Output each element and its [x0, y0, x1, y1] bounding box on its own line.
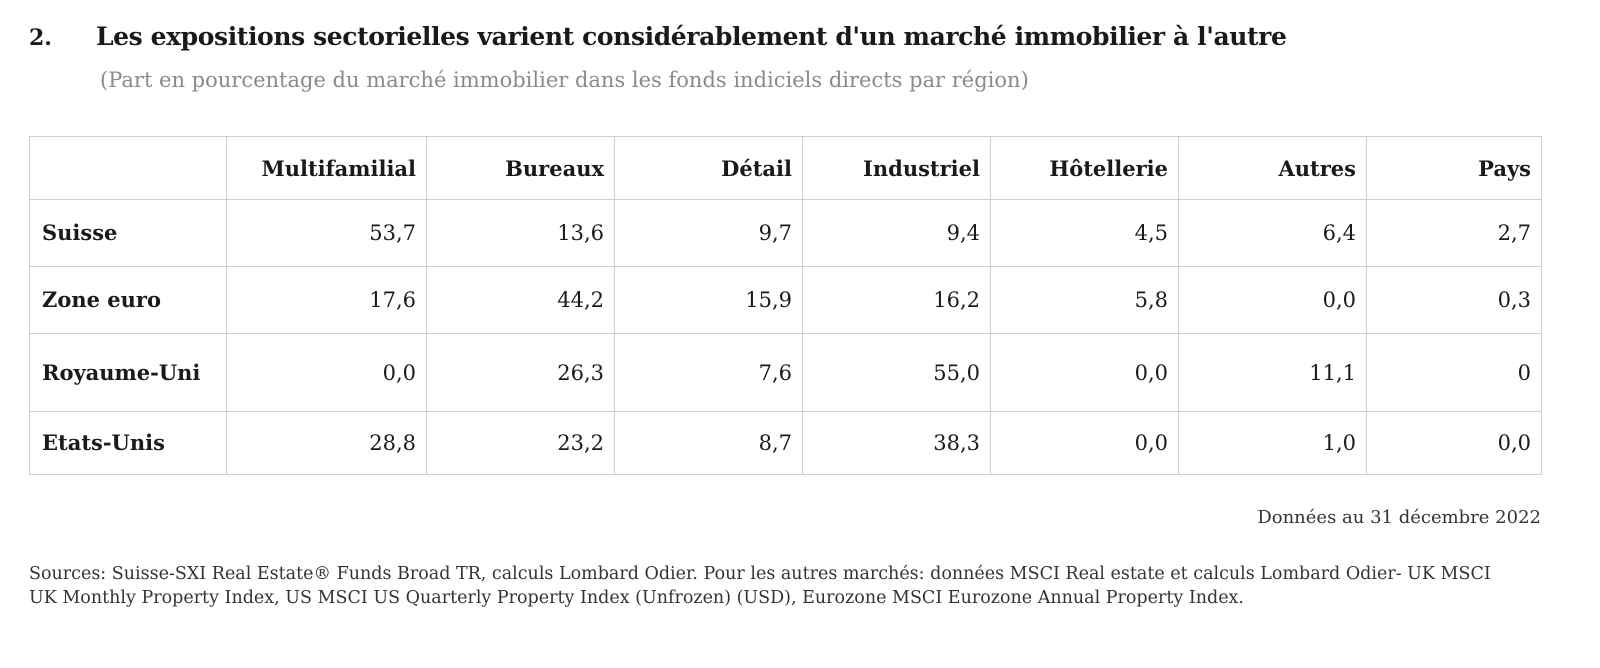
- table-cell: 0: [1366, 333, 1542, 412]
- column-header: Autres: [1178, 136, 1367, 200]
- table-cell: 8,7: [614, 411, 803, 475]
- sector-exposure-table: Multifamilial Bureaux Détail Industriel …: [29, 136, 1542, 475]
- row-label: Suisse: [29, 199, 227, 267]
- table-cell: 9,7: [614, 199, 803, 267]
- table-cell: 0,0: [1178, 266, 1367, 334]
- table-cell: 7,6: [614, 333, 803, 412]
- table-cell: 44,2: [426, 266, 615, 334]
- table-cell: 23,2: [426, 411, 615, 475]
- column-header: Bureaux: [426, 136, 615, 200]
- table-cell: 0,0: [226, 333, 427, 412]
- table-cell: 53,7: [226, 199, 427, 267]
- table-cell: 5,8: [990, 266, 1179, 334]
- column-header: Multifamilial: [226, 136, 427, 200]
- table-cell: 11,1: [1178, 333, 1367, 412]
- table-cell: 26,3: [426, 333, 615, 412]
- row-label: Etats-Unis: [29, 411, 227, 475]
- table-cell: 28,8: [226, 411, 427, 475]
- table-cell: 0,3: [1366, 266, 1542, 334]
- sources-note: Sources: Suisse-SXI Real Estate® Funds B…: [29, 564, 1491, 608]
- table-cell: 17,6: [226, 266, 427, 334]
- table-header-row: Multifamilial Bureaux Détail Industriel …: [29, 136, 1542, 200]
- figure-title: Les expositions sectorielles varient con…: [96, 22, 1287, 51]
- row-label: Zone euro: [29, 266, 227, 334]
- table-cell: 38,3: [802, 411, 991, 475]
- table-cell: 16,2: [802, 266, 991, 334]
- row-label: Royaume-Uni: [29, 333, 227, 412]
- table-cell: 0,0: [990, 333, 1179, 412]
- data-date-note: Données au 31 décembre 2022: [1257, 507, 1541, 528]
- figure-number: 2.: [29, 25, 52, 51]
- figure-subtitle: (Part en pourcentage du marché immobilie…: [100, 68, 1029, 92]
- table-cell: 4,5: [990, 199, 1179, 267]
- table-row: Etats-Unis 28,8 23,2 8,7 38,3 0,0 1,0 0,…: [29, 411, 1542, 475]
- table-row: Zone euro 17,6 44,2 15,9 16,2 5,8 0,0 0,…: [29, 266, 1542, 334]
- table-row: Royaume-Uni 0,0 26,3 7,6 55,0 0,0 11,1 0: [29, 333, 1542, 412]
- table-cell: 0,0: [1366, 411, 1542, 475]
- column-header: Industriel: [802, 136, 991, 200]
- table-cell: 2,7: [1366, 199, 1542, 267]
- figure-title-row: 2. Les expositions sectorielles varient …: [29, 22, 1287, 51]
- table-cell: 1,0: [1178, 411, 1367, 475]
- table-cell: 55,0: [802, 333, 991, 412]
- column-header: Pays: [1366, 136, 1542, 200]
- table-cell: 15,9: [614, 266, 803, 334]
- table-row: Suisse 53,7 13,6 9,7 9,4 4,5 6,4 2,7: [29, 199, 1542, 267]
- table-corner-cell: [29, 136, 227, 200]
- column-header: Détail: [614, 136, 803, 200]
- table-cell: 13,6: [426, 199, 615, 267]
- table-cell: 9,4: [802, 199, 991, 267]
- column-header: Hôtellerie: [990, 136, 1179, 200]
- table-cell: 6,4: [1178, 199, 1367, 267]
- table-cell: 0,0: [990, 411, 1179, 475]
